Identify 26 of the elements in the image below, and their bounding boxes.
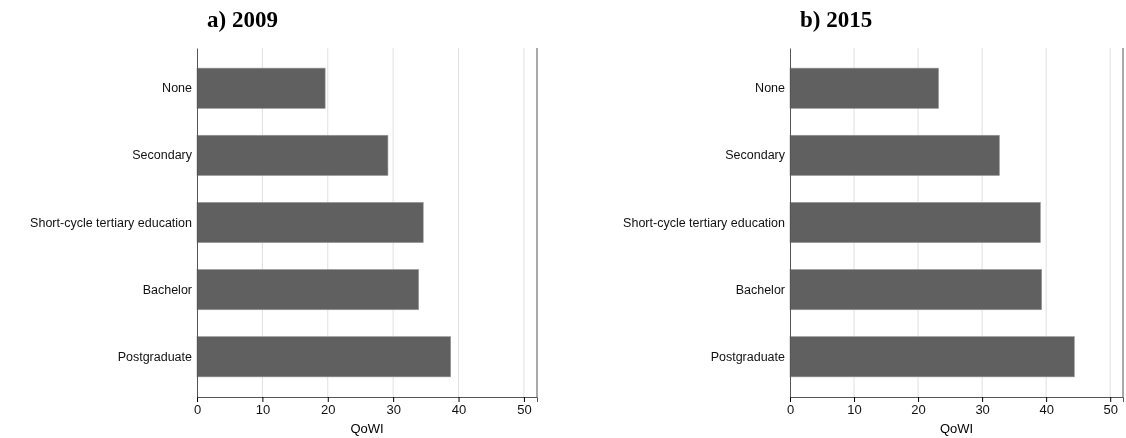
y-tick-label: Secondary xyxy=(132,148,193,163)
y-tick-label: None xyxy=(755,81,786,96)
x-tick-label: 20 xyxy=(321,402,336,418)
y-tick-label: None xyxy=(162,81,193,96)
y-tick-label: Postgraduate xyxy=(117,349,193,364)
x-tick-label: 40 xyxy=(1039,402,1054,418)
x-tick-label: 20 xyxy=(911,402,926,418)
x-axis-title: QoWI xyxy=(939,421,974,436)
y-tick-label: Secondary xyxy=(725,148,786,163)
x-tick-label: 30 xyxy=(386,402,401,418)
chart-title: b) 2015 xyxy=(800,7,873,32)
y-tick-label: Short-cycle tertiary education xyxy=(623,215,786,230)
x-tick-label: 50 xyxy=(517,402,532,418)
y-tick-label: Bachelor xyxy=(735,282,785,297)
x-tick-label: 10 xyxy=(847,402,862,418)
y-tick-label: Postgraduate xyxy=(710,349,786,364)
x-tick-label: 50 xyxy=(1103,402,1118,418)
y-tick-label: Short-cycle tertiary education xyxy=(30,215,193,230)
x-axis-title: QoWI xyxy=(350,421,384,436)
x-tick-label: 40 xyxy=(451,402,467,418)
x-tick-label: 0 xyxy=(193,402,202,418)
x-tick-label: 0 xyxy=(786,402,795,418)
x-tick-label: 30 xyxy=(975,402,990,418)
y-tick-label: Bachelor xyxy=(142,282,192,297)
x-tick-label: 10 xyxy=(255,402,271,418)
chart-title: a) 2009 xyxy=(207,7,278,32)
